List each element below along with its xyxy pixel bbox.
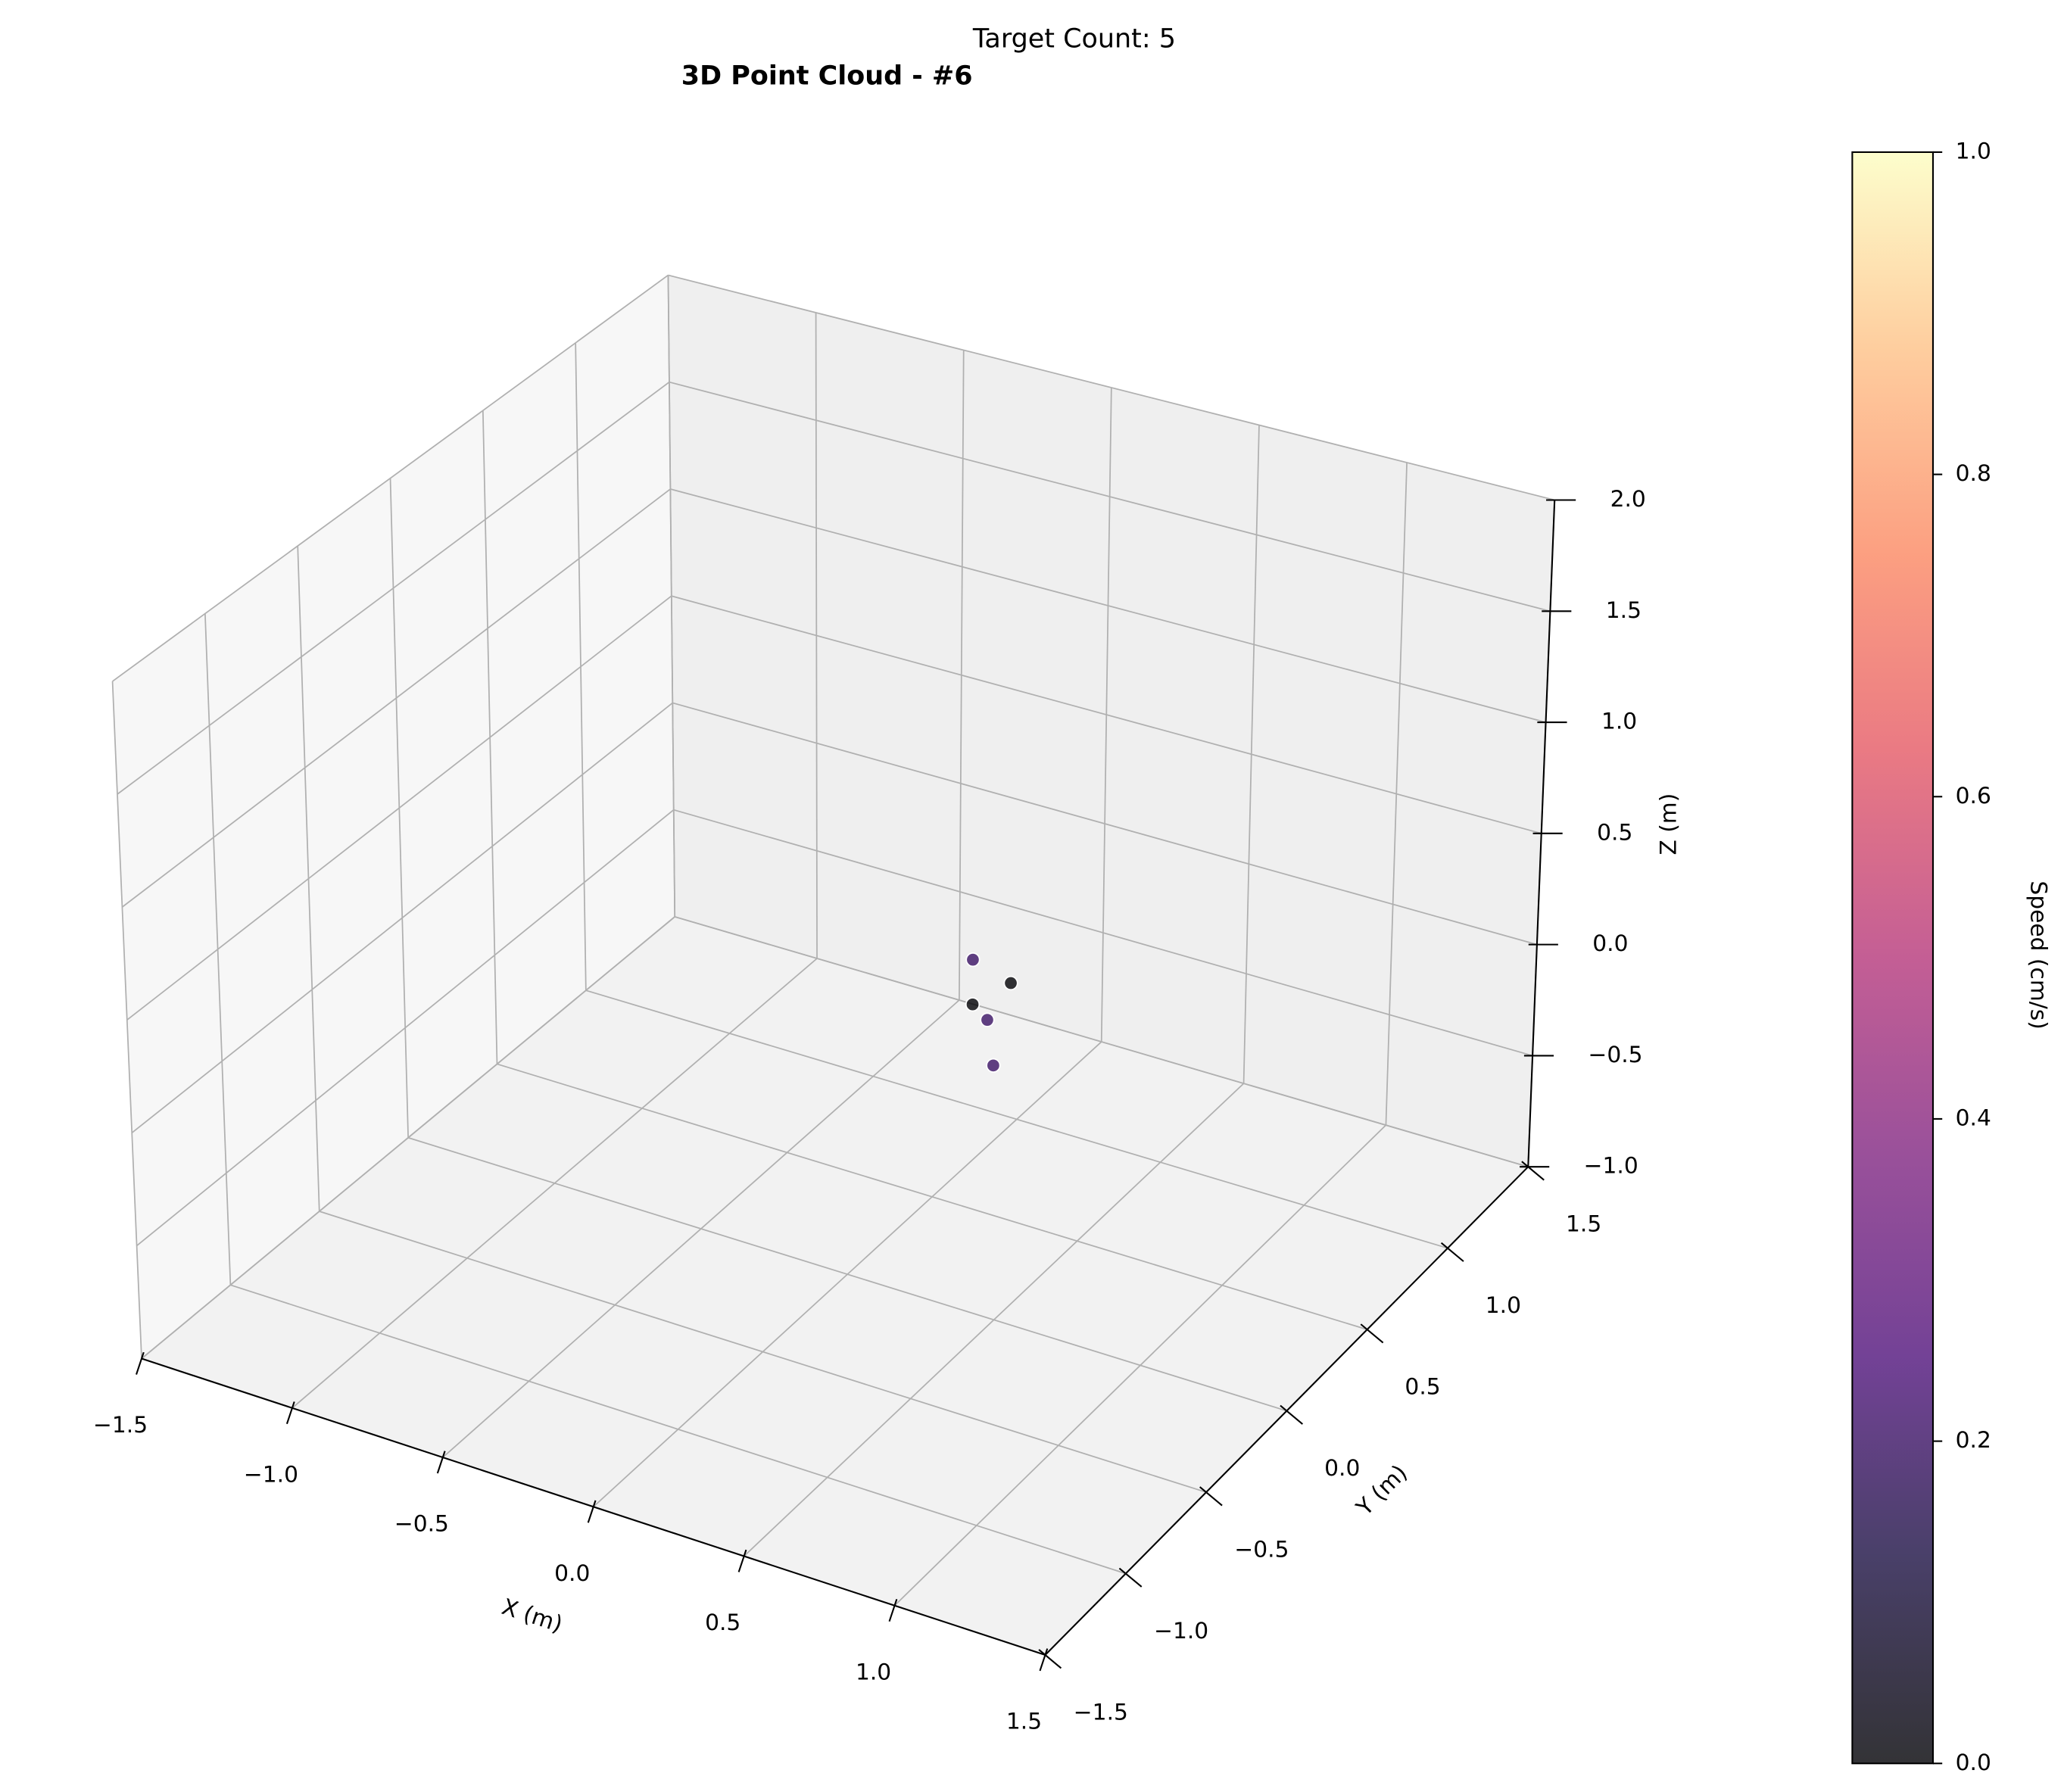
y-tick	[1280, 1404, 1304, 1425]
point	[965, 997, 981, 1012]
z-tick-label: 2.0	[1610, 486, 1646, 513]
suptitle: Target Count: 5	[972, 23, 1176, 54]
grid-line	[670, 488, 1546, 723]
grid-line	[668, 274, 1555, 501]
x-tick	[1039, 1648, 1049, 1672]
grid-line	[319, 1211, 1207, 1493]
colorbar-tick-label: 0.8	[1956, 460, 1991, 487]
left-pane	[112, 275, 675, 1359]
point	[965, 952, 981, 968]
colorbar-tick-label: 0.6	[1956, 783, 1991, 809]
z-tick-label: −0.5	[1588, 1042, 1642, 1068]
x-tick	[436, 1451, 446, 1474]
x-tick-label: 0.0	[554, 1560, 590, 1587]
x-tick	[737, 1549, 747, 1572]
grid-line	[585, 989, 1448, 1249]
x-tick-label: 1.5	[1006, 1709, 1042, 1735]
x-tick	[136, 1351, 145, 1375]
y-tick-label: −0.5	[1234, 1536, 1289, 1563]
x-axis-label: X (m)	[498, 1594, 566, 1638]
z-tick-label: 0.5	[1597, 819, 1632, 846]
y-tick-label: 0.0	[1324, 1455, 1360, 1482]
point	[986, 1058, 1001, 1073]
grid-line	[674, 916, 1529, 1168]
y-tick-label: −1.5	[1074, 1699, 1128, 1725]
y-tick	[1440, 1242, 1464, 1262]
z-axis-label: Z (m)	[1656, 793, 1682, 855]
x-tick-label: −1.5	[93, 1412, 148, 1438]
grid-line	[141, 916, 675, 1360]
y-tick-label: 1.0	[1486, 1292, 1521, 1319]
grid-line	[497, 1063, 1367, 1330]
colorbar-frame	[1851, 151, 1935, 1765]
colorbar-tick-label: 1.0	[1956, 138, 1991, 164]
grid-line	[117, 382, 670, 795]
back-pane	[668, 275, 1555, 1167]
y-tick-label: −1.0	[1154, 1618, 1208, 1644]
y-tick	[1199, 1486, 1223, 1507]
z-tick-label: 1.5	[1606, 597, 1642, 624]
grid-line	[671, 595, 1542, 834]
grid-line	[669, 381, 1551, 612]
grid-line	[112, 274, 669, 682]
x-tick-label: −0.5	[394, 1511, 449, 1538]
y-tick	[1118, 1567, 1143, 1588]
x-tick	[285, 1401, 295, 1425]
y-tick-label: 0.5	[1405, 1374, 1440, 1401]
y-tick	[1360, 1323, 1384, 1344]
grid-line	[131, 702, 673, 1134]
z-tick-label: 0.0	[1592, 930, 1628, 957]
x-tick	[888, 1599, 898, 1622]
grid-line	[230, 1284, 1127, 1575]
point	[980, 1012, 995, 1027]
colorbar-tick-label: 0.4	[1956, 1105, 1991, 1131]
grid-line	[673, 809, 1533, 1057]
z-tick-label: −1.0	[1584, 1153, 1638, 1180]
grid-line	[126, 595, 672, 1021]
colorbar-tick-label: 0.2	[1956, 1427, 1991, 1454]
x-tick-label: 0.5	[705, 1610, 740, 1636]
z-tick-label: 1.0	[1601, 709, 1637, 735]
point	[1003, 975, 1018, 991]
x-tick-label: 1.0	[856, 1659, 891, 1685]
grid-line	[136, 809, 675, 1247]
y-tick	[1038, 1649, 1062, 1669]
colorbar-label: Speed (cm/s)	[2025, 880, 2052, 1029]
colorbar	[1852, 151, 1933, 1764]
grid-line	[121, 488, 671, 908]
chart-title: 3D Point Cloud - #6	[681, 61, 973, 91]
y-tick-label: 1.5	[1566, 1211, 1601, 1238]
y-tick	[1521, 1161, 1545, 1181]
grid-line	[407, 1136, 1287, 1412]
x-tick	[587, 1500, 597, 1523]
x-tick-label: −1.0	[244, 1461, 298, 1488]
colorbar-tick-label: 0.0	[1956, 1750, 1991, 1776]
grid-line	[672, 702, 1538, 946]
